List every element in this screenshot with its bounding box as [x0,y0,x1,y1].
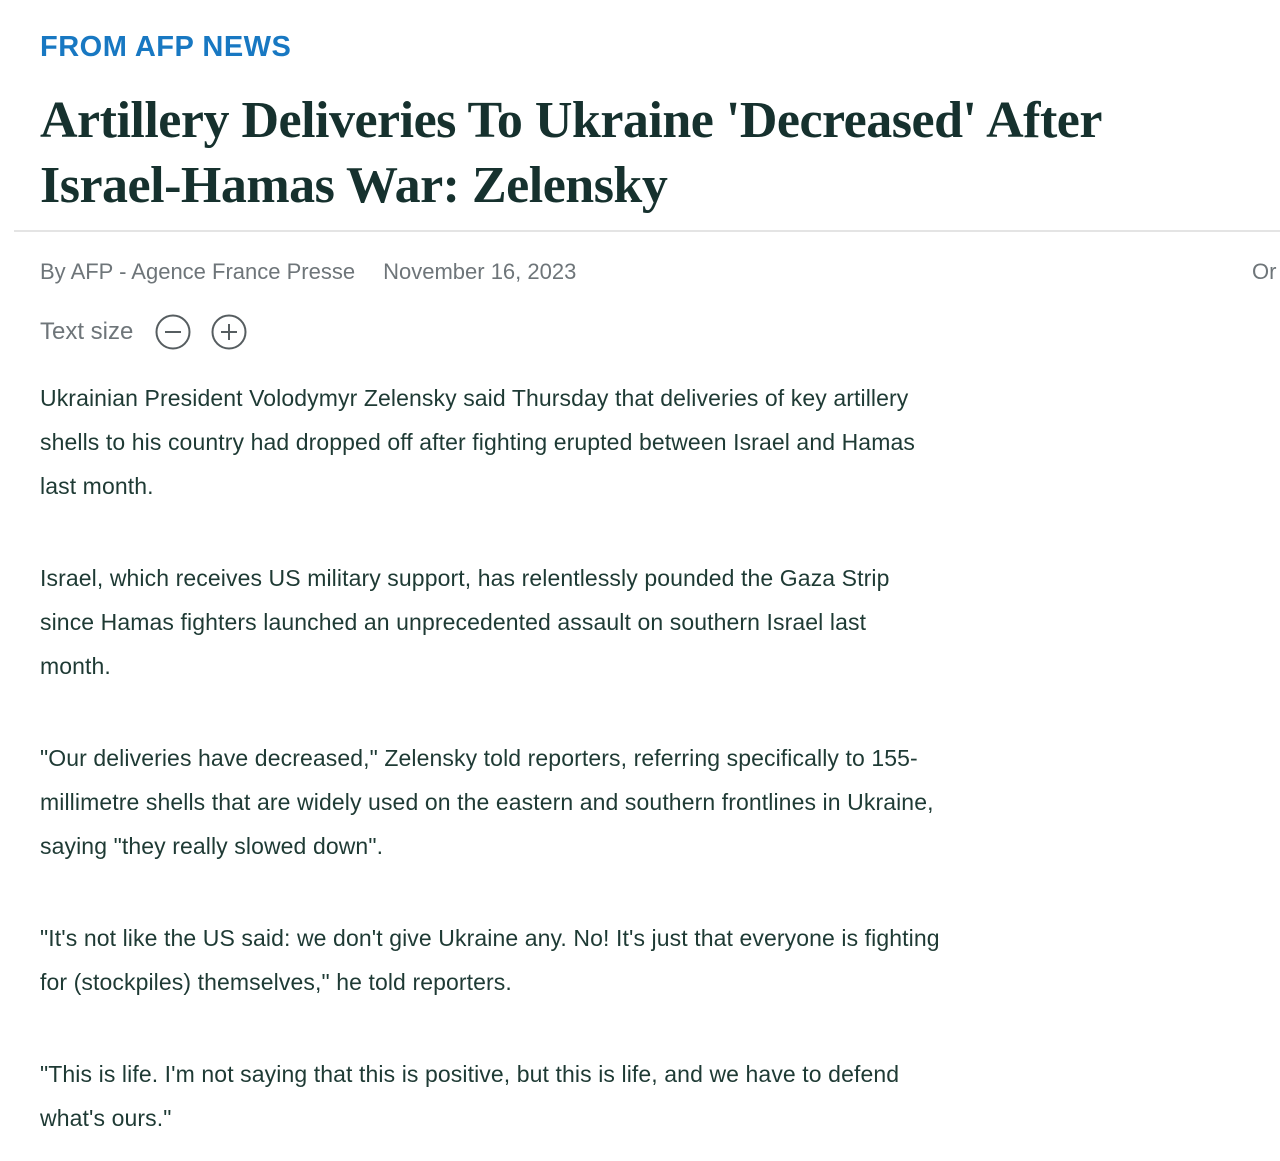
article-paragraph: "It's not like the US said: we don't giv… [40,925,940,995]
article-paragraph: "Our deliveries have decreased," Zelensk… [40,745,934,859]
article-paragraph: Israel, which receives US military suppo… [40,565,890,679]
article-page: FROM AFP NEWS Artillery Deliveries To Uk… [0,33,1280,1140]
section-eyebrow: FROM AFP NEWS [40,31,292,63]
article-paragraph: Ukrainian President Volodymyr Zelensky s… [40,385,915,499]
article-body: Ukrainian President Volodymyr Zelensky s… [40,376,1280,1140]
byline-row: By AFP - Agence France Presse November 16… [40,258,1280,286]
article-headline: Artillery Deliveries To Ukraine 'Decreas… [40,92,1102,214]
text-size-controls: Text size [40,314,1280,350]
right-edge-truncated-text: Or [1252,259,1277,284]
text-size-label: Text size [40,318,134,345]
divider [14,230,1280,232]
publish-date: November 16, 2023 [383,259,577,284]
plus-circle-icon [211,314,247,350]
minus-circle-icon [155,314,191,350]
increase-text-size-button[interactable] [211,314,247,350]
decrease-text-size-button[interactable] [155,314,191,350]
byline-author: By AFP - Agence France Presse [40,259,356,284]
article-paragraph: "This is life. I'm not saying that this … [40,1061,900,1131]
